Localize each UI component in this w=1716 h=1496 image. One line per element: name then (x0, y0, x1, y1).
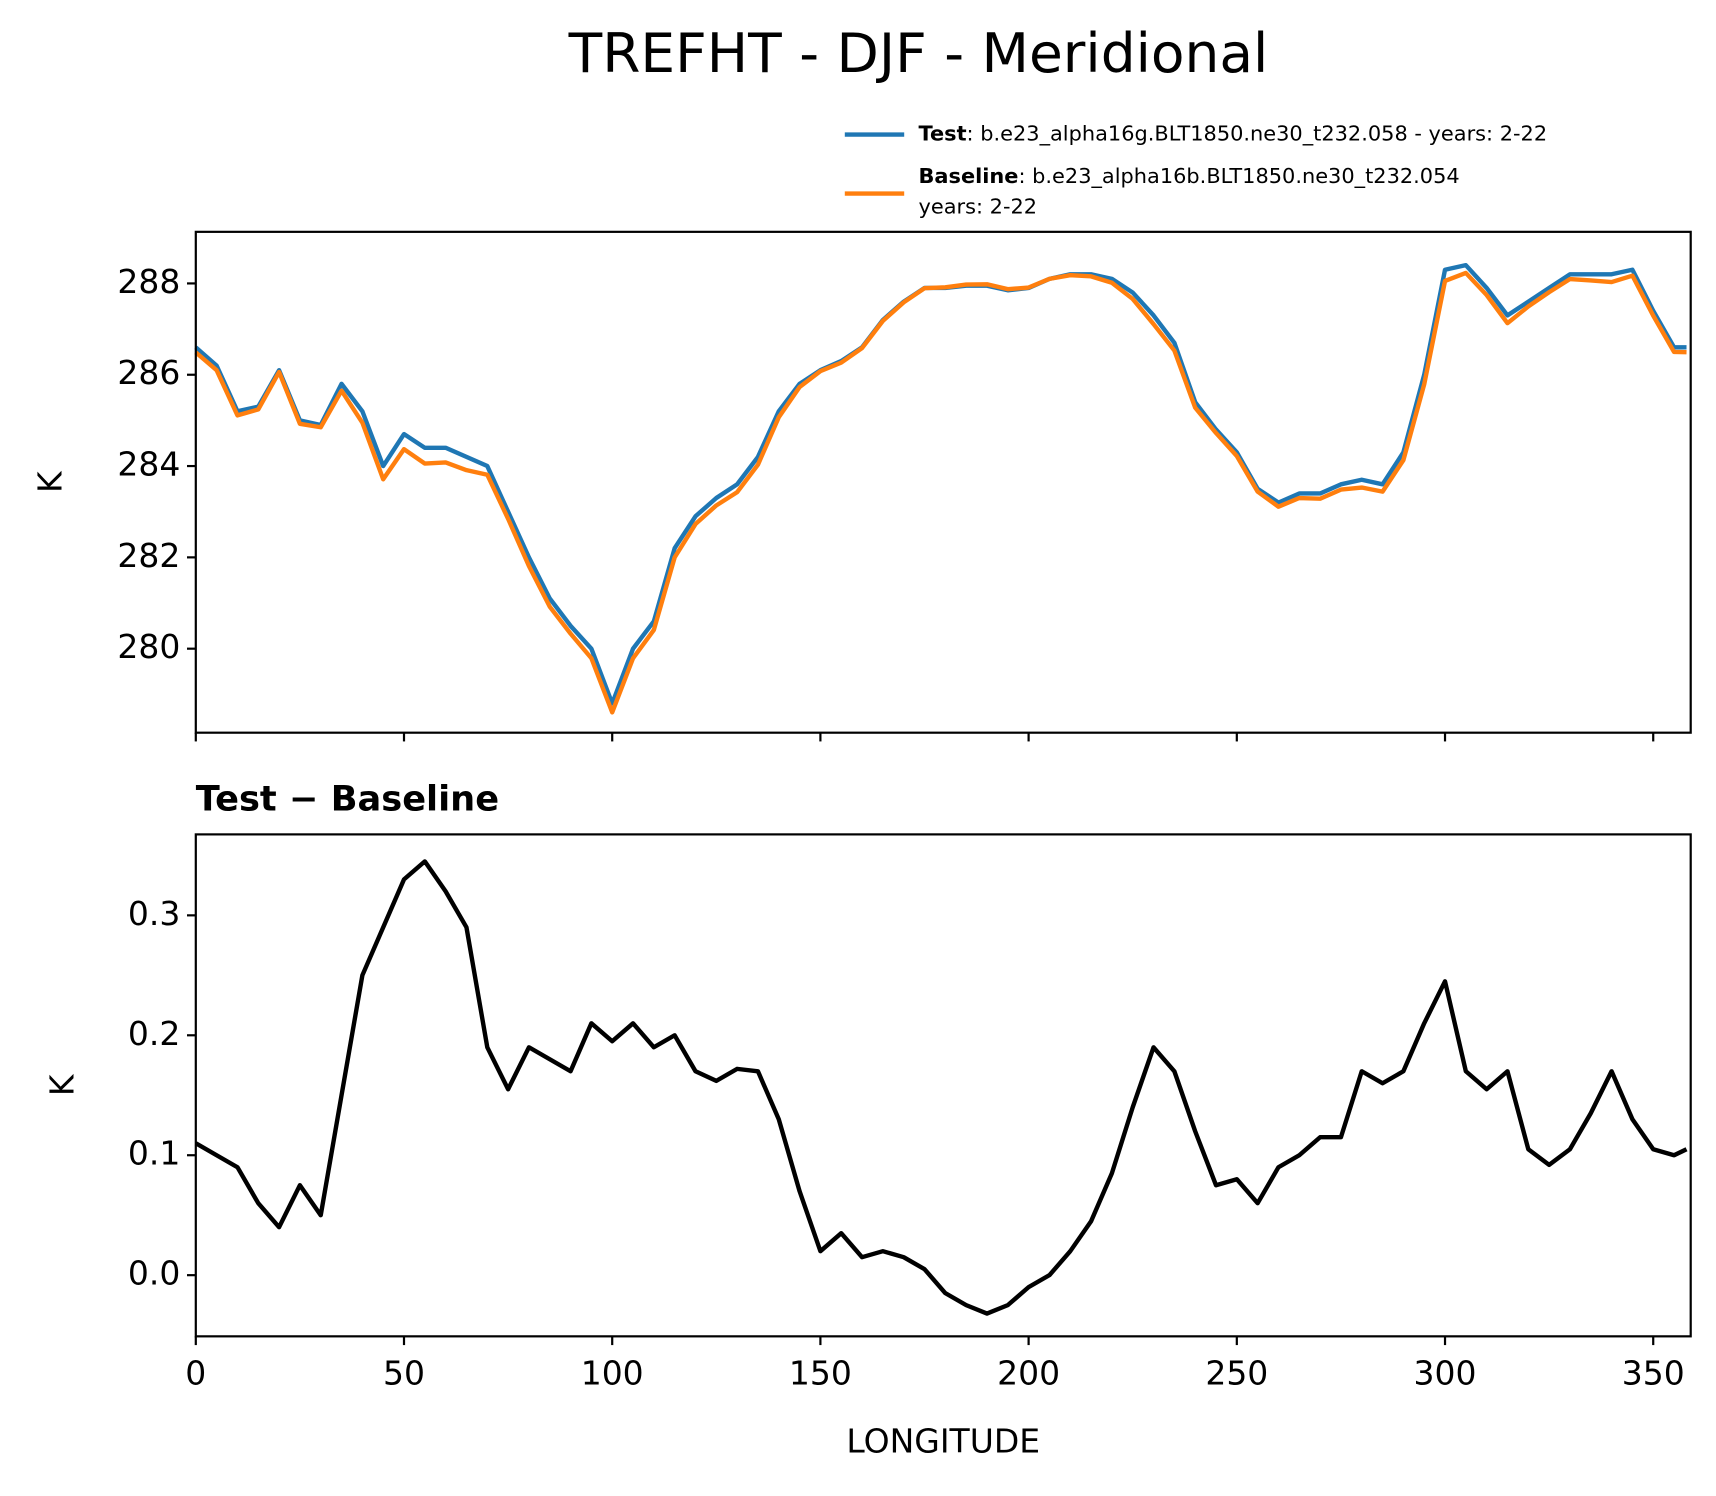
data-line (194, 859, 1688, 1316)
y-tick-label: 0.2 (128, 1014, 180, 1053)
legend-label: : b.e23_alpha16g.BLT1850.ne30_t232.058 -… (967, 122, 1548, 147)
x-tick-label: 50 (383, 1354, 425, 1393)
x-tick-label: 300 (1414, 1354, 1477, 1393)
axes-frame (194, 833, 1692, 1338)
subplot-title: Test − Baseline (196, 778, 499, 819)
y-tick-label: 284 (117, 445, 180, 484)
legend-name: Test (919, 122, 967, 146)
y-tick-label: 0.0 (128, 1254, 180, 1293)
y-tick-label: 286 (117, 353, 180, 392)
legend-label: years: 2-22 (919, 195, 1038, 219)
y-tick-label: 0.3 (128, 894, 180, 933)
x-tick-label: 250 (1205, 1354, 1268, 1393)
legend-name: Baseline (919, 164, 1019, 188)
y-tick-label: 288 (117, 262, 180, 301)
y-tick-label: 280 (117, 627, 180, 666)
x-tick-label: 0 (185, 1354, 206, 1393)
axes-frame (194, 230, 1692, 734)
x-tick-label: 150 (789, 1354, 852, 1393)
x-tick-label: 200 (997, 1354, 1060, 1393)
x-axis-label: LONGITUDE (846, 1421, 1040, 1460)
y-tick-label: 282 (117, 536, 180, 575)
legend-label: : b.e23_alpha16b.BLT1850.ne30_t232.054 (1018, 164, 1459, 189)
data-line (194, 270, 1687, 715)
x-tick-label: 350 (1622, 1354, 1685, 1393)
y-axis-label: K (43, 1073, 82, 1096)
x-tick-label: 100 (581, 1354, 644, 1393)
y-tick-label: 0.1 (128, 1134, 180, 1173)
y-axis-label: K (31, 470, 70, 493)
figure-title: TREFHT - DJF - Meridional (568, 21, 1269, 85)
